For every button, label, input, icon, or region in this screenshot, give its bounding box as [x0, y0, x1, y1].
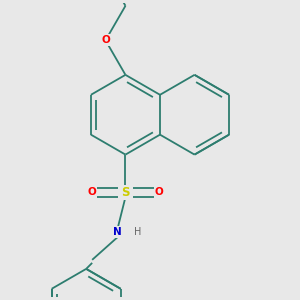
- Text: O: O: [101, 35, 110, 45]
- Text: S: S: [121, 186, 130, 199]
- Text: O: O: [87, 188, 96, 197]
- Text: N: N: [113, 227, 122, 237]
- Text: O: O: [155, 188, 164, 197]
- Text: H: H: [134, 227, 141, 237]
